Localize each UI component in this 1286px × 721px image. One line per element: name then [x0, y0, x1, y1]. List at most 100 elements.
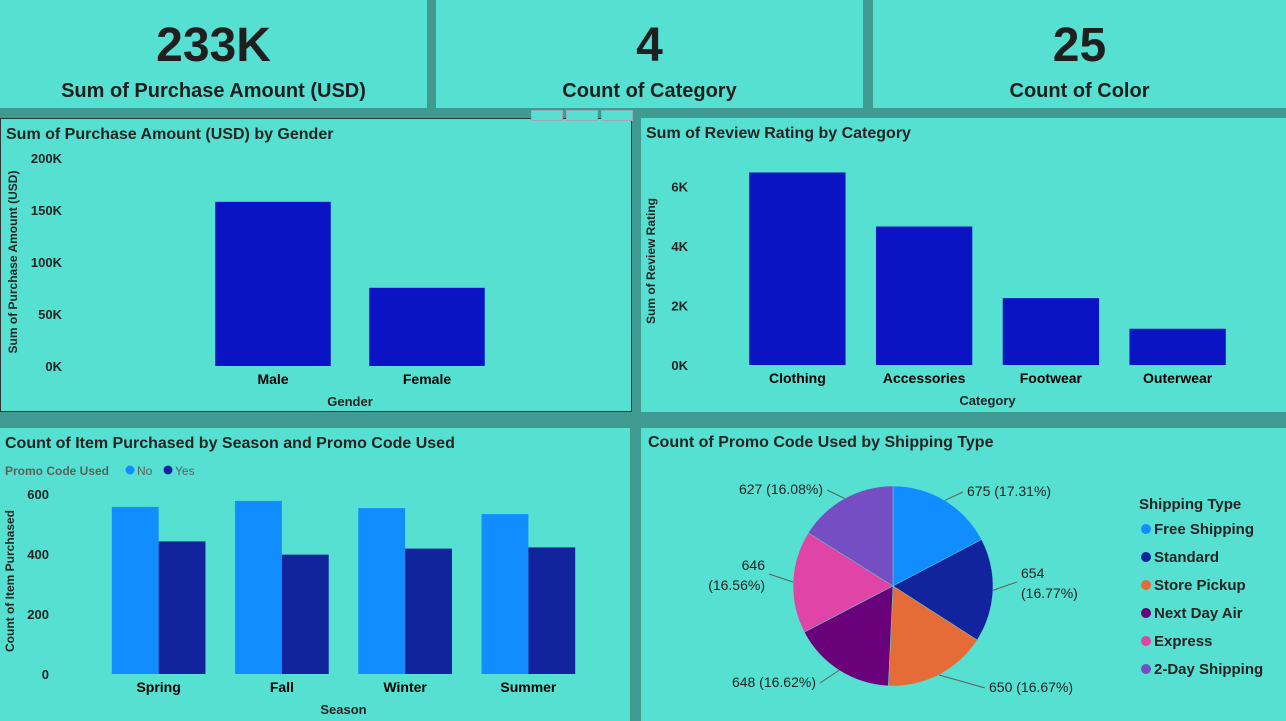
kpi-value: 25 — [1052, 19, 1107, 72]
x-tick-label: Male — [257, 371, 288, 387]
pie-data-label: 650 (16.67%) — [989, 679, 1073, 695]
bar-winter-yes — [405, 548, 452, 674]
y-tick-label: 2K — [671, 299, 688, 314]
shipping-pie-panel[interactable]: Count of Promo Code Used by Shipping Typ… — [641, 428, 1286, 721]
legend-no-marker — [125, 465, 135, 475]
x-tick-label: Clothing — [769, 370, 826, 386]
kpi-label: Count of Category — [562, 80, 737, 102]
x-tick-label: Footwear — [1020, 370, 1083, 386]
y-tick-label: 200K — [31, 151, 63, 166]
focus-mode-button[interactable] — [566, 110, 598, 121]
season-chart-panel[interactable]: Count of Item Purchased by Season and Pr… — [0, 428, 630, 721]
bar-clothing — [749, 172, 846, 365]
bar-summer-yes — [528, 547, 576, 674]
y-tick-label: 100K — [31, 255, 63, 270]
bar-winter-no — [358, 508, 406, 674]
more-options-button[interactable] — [601, 110, 633, 121]
category-bar-chart: Sum of Review Rating by Category 0K 2K 4K 6K… — [644, 125, 1226, 408]
legend-label: Standard — [1154, 549, 1219, 566]
kpi-card-color[interactable]: 25 Count of Color — [873, 0, 1286, 108]
pie-data-label: 648 (16.62%) — [732, 674, 816, 690]
x-tick-label: Accessories — [883, 370, 966, 386]
pie-data-label: 654 (16.77%) — [1021, 565, 1078, 601]
y-tick-label: 150K — [31, 203, 63, 218]
pie-leader-line — [819, 669, 840, 684]
bar-spring-yes — [158, 541, 206, 674]
pie-slice-standard — [892, 539, 994, 641]
legend-marker — [1141, 552, 1151, 562]
season-clustered-bar-chart: Count of Item Purchased by Season and Pr… — [3, 435, 576, 717]
bar-footwear — [1002, 298, 1100, 365]
chart-title: Count of Promo Code Used by Shipping Typ… — [648, 434, 994, 451]
chart-title: Count of Item Purchased by Season and Pr… — [5, 435, 455, 452]
bar-female — [369, 287, 485, 366]
legend-marker — [1141, 636, 1151, 646]
gender-bar-chart: Sum of Purchase Amount (USD) by Gender 0K… — [6, 126, 485, 409]
legend-marker — [1141, 664, 1151, 674]
kpi-label: Count of Color — [1009, 80, 1150, 102]
pie-leader-line — [938, 674, 986, 689]
legend-label: Store Pickup — [1154, 577, 1246, 594]
pie-data-label: 675 (17.31%) — [967, 483, 1051, 499]
y-tick-label: 600 — [27, 487, 49, 502]
legend-title: Promo Code Used — [5, 464, 109, 478]
x-axis-label: Gender — [327, 394, 373, 409]
legend-marker — [1141, 608, 1151, 618]
bar-fall-yes — [281, 554, 329, 674]
kpi-card-category[interactable]: 4 Count of Category — [436, 0, 863, 108]
bar-summer-no — [481, 514, 529, 674]
kpi-value: 233K — [156, 19, 271, 72]
x-tick-label: Spring — [136, 679, 180, 695]
y-tick-label: 6K — [671, 180, 688, 195]
bar-outerwear — [1129, 328, 1226, 365]
y-axis-label: Count of Item Purchased — [3, 510, 17, 652]
legend-label: Free Shipping — [1154, 521, 1254, 538]
gender-chart-panel[interactable]: Sum of Purchase Amount (USD) by Gender 0K… — [0, 118, 632, 412]
pie-slice-2-day-shipping — [807, 485, 894, 587]
bar-spring-no — [111, 506, 159, 674]
pie-data-label: 627 (16.08%) — [739, 481, 823, 497]
x-tick-label: Female — [403, 371, 451, 387]
y-axis-label: Sum of Review Rating — [644, 198, 658, 324]
y-tick-label: 50K — [38, 307, 62, 322]
pie-leader-line — [944, 491, 964, 501]
drill-button[interactable] — [531, 110, 563, 121]
legend-yes-label: Yes — [175, 464, 195, 478]
bar-male — [215, 201, 331, 366]
legend-marker — [1141, 524, 1151, 534]
chart-title: Sum of Review Rating by Category — [646, 125, 911, 142]
x-tick-label: Fall — [270, 679, 294, 695]
y-tick-label: 0K — [671, 358, 688, 373]
legend-label: 2-Day Shipping — [1154, 661, 1263, 678]
bar-fall-no — [235, 500, 282, 674]
category-chart-panel[interactable]: Sum of Review Rating by Category 0K 2K 4K 6K… — [641, 118, 1286, 412]
shipping-pie-chart: Count of Promo Code Used by Shipping Typ… — [648, 434, 1263, 695]
pie-leader-line — [826, 489, 845, 499]
legend-title: Shipping Type — [1139, 496, 1241, 513]
kpi-value: 4 — [636, 19, 663, 72]
x-tick-label: Outerwear — [1143, 370, 1213, 386]
legend-label: Next Day Air — [1154, 605, 1243, 622]
x-axis-label: Category — [959, 393, 1016, 408]
legend-marker — [1141, 580, 1151, 590]
legend-no-label: No — [137, 464, 153, 478]
y-tick-label: 4K — [671, 239, 688, 254]
kpi-label: Sum of Purchase Amount (USD) — [61, 80, 366, 102]
x-tick-label: Summer — [500, 679, 557, 695]
chart-title: Sum of Purchase Amount (USD) by Gender — [6, 126, 333, 143]
y-tick-label: 0K — [45, 359, 62, 374]
pie-data-label: 646 (16.56%) — [708, 557, 765, 593]
y-tick-label: 0 — [42, 667, 49, 682]
legend-label: Express — [1154, 633, 1212, 650]
pie-leader-line — [768, 573, 794, 583]
pie-slice-store-pickup — [888, 585, 978, 687]
y-tick-label: 200 — [27, 607, 49, 622]
pie-slice-express — [792, 532, 894, 633]
x-tick-label: Winter — [383, 679, 427, 695]
kpi-card-purchase[interactable]: 233K Sum of Purchase Amount (USD) — [0, 0, 427, 108]
x-axis-label: Season — [320, 702, 366, 717]
bar-accessories — [875, 226, 973, 365]
pie-leader-line — [992, 581, 1018, 591]
y-tick-label: 400 — [27, 547, 49, 562]
legend-yes-marker — [163, 465, 173, 475]
